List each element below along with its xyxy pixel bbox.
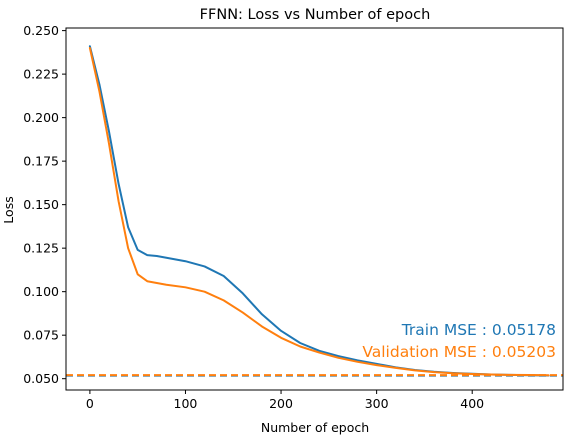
y-tick-label: 0.225 [23, 67, 59, 82]
x-tick-label: 100 [174, 396, 198, 411]
y-tick-label: 0.075 [23, 328, 59, 343]
y-tick-label: 0.200 [23, 110, 59, 125]
y-tick-label: 0.250 [23, 23, 59, 38]
y-tick-label: 0.175 [23, 154, 59, 169]
y-tick-label: 0.125 [23, 241, 59, 256]
x-tick-label: 300 [365, 396, 389, 411]
annotation-0: Train MSE : 0.05178 [401, 321, 556, 339]
y-tick-label: 0.150 [23, 197, 59, 212]
y-axis-title: Loss [1, 196, 16, 223]
y-tick-label: 0.050 [23, 371, 59, 386]
x-tick-label: 400 [460, 396, 484, 411]
chart-title: FFNN: Loss vs Number of epoch [200, 7, 431, 23]
x-tick-label: 0 [86, 396, 94, 411]
x-axis-title: Number of epoch [261, 420, 369, 435]
x-tick-label: 200 [269, 396, 293, 411]
annotation-1: Validation MSE : 0.05203 [362, 343, 556, 361]
y-tick-label: 0.100 [23, 284, 59, 299]
